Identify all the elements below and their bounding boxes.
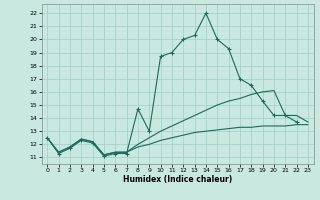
- X-axis label: Humidex (Indice chaleur): Humidex (Indice chaleur): [123, 175, 232, 184]
